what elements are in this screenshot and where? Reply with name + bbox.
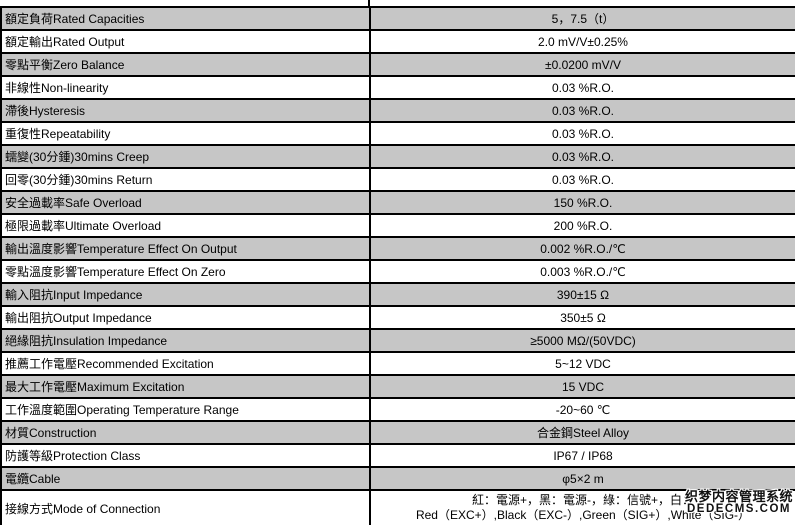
table-row: 額定輸出Rated Output 2.0 mV/V±0.25% <box>0 29 795 54</box>
spec-value: ≥5000 MΩ/(50VDC) <box>369 328 795 353</box>
spec-label: 電纜Cable <box>0 466 371 491</box>
spec-label: 零點溫度影響Temperature Effect On Zero <box>0 259 371 284</box>
spec-label: 額定負荷Rated Capacities <box>0 6 371 31</box>
table-row: 安全過載率Safe Overload 150 %R.O. <box>0 190 795 215</box>
spec-value: 紅：電源+，黑：電源-，綠：信號+，白： Red（EXC+）,Black（EXC-… <box>369 489 795 525</box>
spec-label: 接線方式Mode of Connection <box>0 489 371 525</box>
spec-value-line: 紅：電源+，黑：電源-，綠：信號+，白： <box>471 493 694 507</box>
spec-label: 重復性Repeatability <box>0 121 371 146</box>
spec-label: 最大工作電壓Maximum Excitation <box>0 374 371 399</box>
dedecms-watermark: 织梦内容管理系统 DEDECMS.COM <box>684 489 793 515</box>
spec-value: 5~12 VDC <box>369 351 795 376</box>
table-row: 接線方式Mode of Connection 紅：電源+，黑：電源-，綠：信號+，… <box>0 489 795 525</box>
table-row: 極限過載率Ultimate Overload 200 %R.O. <box>0 213 795 238</box>
table-row: 輸入阻抗Input Impedance 390±15 Ω <box>0 282 795 307</box>
spec-label: 輸出溫度影響Temperature Effect On Output <box>0 236 371 261</box>
spec-value: φ5×2 m <box>369 466 795 491</box>
spec-value-line: Red（EXC+）,Black（EXC-）,Green（SIG+）,White（… <box>415 508 751 522</box>
spec-label: 工作溫度範圍Operating Temperature Range <box>0 397 371 422</box>
spec-table: 額定負荷Rated Capacities 5，7.5（t） 額定輸出Rated Ou… <box>0 6 795 525</box>
watermark-chinese-text: 织梦内容管理系统 <box>684 489 793 504</box>
spec-value: -20~60 ℃ <box>369 397 795 422</box>
spec-label: 極限過載率Ultimate Overload <box>0 213 371 238</box>
spec-value: 0.03 %R.O. <box>369 121 795 146</box>
table-row: 重復性Repeatability 0.03 %R.O. <box>0 121 795 146</box>
spec-value: 0.002 %R.O./℃ <box>369 236 795 261</box>
table-row: 防護等級Protection Class IP67 / IP68 <box>0 443 795 468</box>
spec-value: 0.03 %R.O. <box>369 98 795 123</box>
spec-value: 15 VDC <box>369 374 795 399</box>
spec-value: 200 %R.O. <box>369 213 795 238</box>
clipped-row-top <box>0 0 795 6</box>
spec-label: 非線性Non-linearity <box>0 75 371 100</box>
spec-label: 材質Construction <box>0 420 371 445</box>
spec-value: 150 %R.O. <box>369 190 795 215</box>
spec-label: 蠕變(30分鍾)30mins Creep <box>0 144 371 169</box>
table-row: 零點溫度影響Temperature Effect On Zero 0.003 %R… <box>0 259 795 284</box>
table-row: 推薦工作電壓Recommended Excitation 5~12 VDC <box>0 351 795 376</box>
spec-label: 零點平衡Zero Balance <box>0 52 371 77</box>
watermark-domain-text: DEDECMS.COM <box>686 503 791 515</box>
table-row: 蠕變(30分鍾)30mins Creep 0.03 %R.O. <box>0 144 795 169</box>
table-row: 非線性Non-linearity 0.03 %R.O. <box>0 75 795 100</box>
spec-value: 0.03 %R.O. <box>369 144 795 169</box>
spec-value: IP67 / IP68 <box>369 443 795 468</box>
table-row: 滯後Hysteresis 0.03 %R.O. <box>0 98 795 123</box>
table-row: 輸出溫度影響Temperature Effect On Output 0.002 … <box>0 236 795 261</box>
spec-value: 0.03 %R.O. <box>369 167 795 192</box>
table-row: 電纜Cable φ5×2 m <box>0 466 795 491</box>
spec-value: 合金鋼Steel Alloy <box>369 420 795 445</box>
spec-label: 額定輸出Rated Output <box>0 29 371 54</box>
spec-label: 滯後Hysteresis <box>0 98 371 123</box>
table-row: 最大工作電壓Maximum Excitation 15 VDC <box>0 374 795 399</box>
table-row: 額定負荷Rated Capacities 5，7.5（t） <box>0 6 795 31</box>
column-divider-stub <box>368 0 370 6</box>
table-row: 材質Construction 合金鋼Steel Alloy <box>0 420 795 445</box>
table-row: 絕緣阻抗Insulation Impedance ≥5000 MΩ/(50VDC) <box>0 328 795 353</box>
spec-value: 350±5 Ω <box>369 305 795 330</box>
table-row: 工作溫度範圍Operating Temperature Range -20~60 … <box>0 397 795 422</box>
spec-label: 輸入阻抗Input Impedance <box>0 282 371 307</box>
table-row: 回零(30分鍾)30mins Return 0.03 %R.O. <box>0 167 795 192</box>
spec-label: 絕緣阻抗Insulation Impedance <box>0 328 371 353</box>
spec-value: 0.03 %R.O. <box>369 75 795 100</box>
spec-value: 390±15 Ω <box>369 282 795 307</box>
spec-value: 2.0 mV/V±0.25% <box>369 29 795 54</box>
spec-label: 推薦工作電壓Recommended Excitation <box>0 351 371 376</box>
spec-value: 5，7.5（t） <box>369 6 795 31</box>
spec-value: ±0.0200 mV/V <box>369 52 795 77</box>
spec-value: 0.003 %R.O./℃ <box>369 259 795 284</box>
spec-label: 回零(30分鍾)30mins Return <box>0 167 371 192</box>
table-row: 輸出阻抗Output Impedance 350±5 Ω <box>0 305 795 330</box>
spec-label: 輸出阻抗Output Impedance <box>0 305 371 330</box>
table-row: 零點平衡Zero Balance ±0.0200 mV/V <box>0 52 795 77</box>
spec-label: 安全過載率Safe Overload <box>0 190 371 215</box>
spec-label: 防護等級Protection Class <box>0 443 371 468</box>
